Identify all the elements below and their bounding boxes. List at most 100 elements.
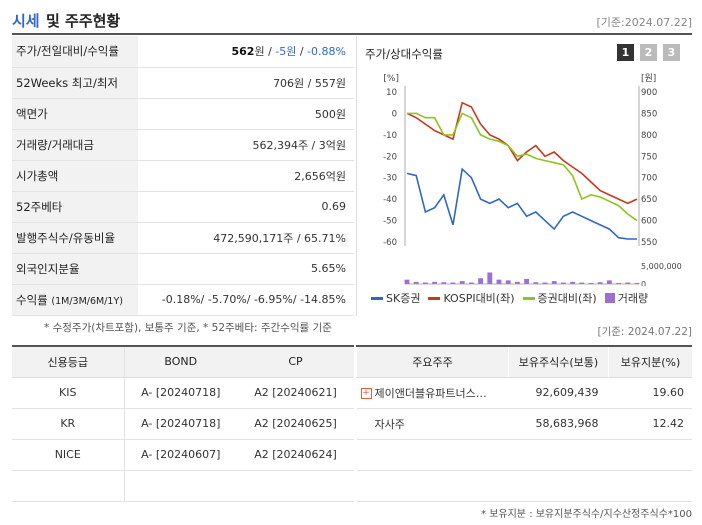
bond-cell: A- [20240718] bbox=[124, 408, 238, 440]
agency-cell: NICE bbox=[12, 439, 125, 471]
table-row bbox=[12, 470, 354, 502]
shares-value: 472,590,171주 / 65.71% bbox=[138, 222, 354, 254]
beta-value: 0.69 bbox=[138, 191, 354, 223]
shares-cell: 58,683,968 bbox=[508, 408, 609, 440]
table-row: 외국인지분율 5.65% bbox=[12, 253, 354, 285]
volume-bar bbox=[514, 281, 520, 284]
bond-cell: A- [20240718] bbox=[124, 377, 238, 409]
cp-cell: A2 [20240625] bbox=[237, 408, 354, 440]
chart-tab-3[interactable]: 3 bbox=[663, 44, 680, 61]
agency-cell: KR bbox=[12, 408, 125, 440]
holder-name-link[interactable]: 제이앤더블유파트너스… bbox=[374, 386, 487, 400]
right-tick-label: 900 bbox=[641, 88, 657, 98]
beta-label: 52주베타 bbox=[12, 191, 138, 223]
volume-bar bbox=[616, 282, 622, 284]
volume-label: 거래량/거래대금 bbox=[12, 129, 138, 161]
volume-bar bbox=[450, 282, 456, 284]
chart-tab-2[interactable]: 2 bbox=[640, 44, 657, 61]
holder-name: 자사주 bbox=[356, 408, 509, 440]
volume-bar bbox=[542, 282, 548, 284]
legend-item-sector[interactable]: 증권대비(좌) bbox=[522, 290, 597, 306]
left-tick-label: -50 bbox=[383, 217, 397, 227]
table-row: 발행주식수/유동비율 472,590,171주 / 65.71% bbox=[12, 222, 354, 254]
volume-bar bbox=[588, 282, 594, 284]
left-tick-label: 10 bbox=[386, 88, 397, 98]
empty-cell bbox=[356, 470, 509, 502]
left-tick-label: 0 bbox=[392, 109, 397, 119]
volume-bar bbox=[551, 281, 557, 284]
chart-legend: SK증권 KOSPI대비(좌) 증권대비(좌) 거래량 bbox=[371, 290, 648, 306]
right-axis-unit: [원] bbox=[641, 73, 656, 84]
ratio-cell: 12.42 bbox=[608, 408, 692, 440]
volume-bar bbox=[459, 281, 465, 284]
reference-date: [기준:2024.07.22] bbox=[596, 16, 692, 29]
volume-bar bbox=[560, 282, 566, 284]
volume-bar bbox=[413, 281, 419, 284]
table-header-row: 주요주주 보유주식수(보통) 보유지분(%) bbox=[356, 346, 692, 378]
panel-divider bbox=[356, 36, 357, 316]
chart-title: 주가/상대수익률 bbox=[365, 47, 443, 61]
col-header: 신용등급 bbox=[12, 346, 125, 378]
col-header: 보유주식수(보통) bbox=[508, 346, 609, 378]
table-row: 52Weeks 최고/최저 706원 / 557원 bbox=[12, 67, 354, 99]
volume-tick-label: 5,000,000 bbox=[641, 262, 682, 271]
foreign-value: 5.65% bbox=[138, 253, 354, 285]
cp-cell: A2 [20240621] bbox=[237, 377, 354, 409]
bond-cell: A- [20240607] bbox=[124, 439, 238, 471]
returns-label: 수익률 (1M/3M/6M/1Y) bbox=[12, 284, 138, 316]
table-row: 거래량/거래대금 562,394주 / 3억원 bbox=[12, 129, 354, 161]
credit-rating-table: 신용등급 BOND CP KIS A- [20240718] A2 [20240… bbox=[12, 345, 354, 502]
w52-value: 706원 / 557원 bbox=[138, 67, 354, 99]
legend-item-price[interactable]: SK증권 bbox=[371, 290, 420, 306]
table-row: 주가/전일대비/수익률 562원 / -5원 / -0.88% bbox=[12, 36, 354, 68]
table-row: 시가총액 2,656억원 bbox=[12, 160, 354, 192]
legend-item-kospi[interactable]: KOSPI대비(좌) bbox=[428, 290, 515, 306]
legend-item-volume[interactable]: 거래량 bbox=[604, 290, 648, 306]
volume-tick-label: 0 bbox=[641, 280, 646, 286]
empty-cell bbox=[356, 439, 509, 471]
w52-label: 52Weeks 최고/최저 bbox=[12, 67, 138, 99]
table-row bbox=[356, 439, 692, 471]
volume-bar bbox=[404, 279, 410, 284]
volume-bar bbox=[579, 282, 585, 284]
col-header: CP bbox=[237, 346, 354, 378]
right-tick-label: 600 bbox=[641, 217, 657, 227]
volume-bar bbox=[487, 272, 493, 284]
chart-tab-1[interactable]: 1 bbox=[617, 44, 634, 61]
col-header: 주요주주 bbox=[356, 346, 509, 378]
volume-bar bbox=[634, 282, 640, 284]
col-header: 보유지분(%) bbox=[608, 346, 692, 378]
section-title-sub: 및 주주현황 bbox=[46, 12, 121, 30]
right-tick-label: 550 bbox=[641, 238, 657, 248]
volume-value: 562,394주 / 3억원 bbox=[138, 129, 354, 161]
volume-bar bbox=[597, 282, 603, 284]
table-row: NICE A- [20240607] A2 [20240624] bbox=[12, 439, 354, 471]
left-axis-unit: [%] bbox=[383, 74, 399, 84]
table-row: KR A- [20240718] A2 [20240625] bbox=[12, 408, 354, 440]
right-tick-label: 800 bbox=[641, 131, 657, 141]
right-tick-label: 750 bbox=[641, 152, 657, 162]
volume-bar bbox=[533, 282, 539, 284]
table-row: KIS A- [20240718] A2 [20240621] bbox=[12, 377, 354, 409]
expand-icon[interactable]: + bbox=[360, 388, 372, 399]
reference-date-2: [기준: 2024.07.22] bbox=[597, 326, 692, 338]
left-tick-label: -20 bbox=[383, 152, 397, 162]
price-value: 562원 / -5원 / -0.88% bbox=[138, 36, 354, 68]
holder-name: + 제이앤더블유파트너스… bbox=[356, 377, 509, 409]
volume-bar bbox=[505, 280, 511, 284]
returns-value: -0.18%/ -5.70%/ -6.95%/ -14.85% bbox=[138, 284, 354, 316]
right-tick-label: 850 bbox=[641, 109, 657, 119]
volume-bar bbox=[441, 282, 447, 284]
chart-tabs: 1 2 3 bbox=[617, 44, 680, 61]
volume-bar bbox=[478, 278, 484, 284]
par-value: 500원 bbox=[138, 98, 354, 130]
price-chart: [%] [원] 10 0 -10 -20 -30 -40 -50 -60 900 850 800 750 7… bbox=[383, 73, 682, 286]
left-tick-label: -30 bbox=[383, 174, 397, 184]
table-row: 액면가 500원 bbox=[12, 98, 354, 130]
table-row: 수익률 (1M/3M/6M/1Y) -0.18%/ -5.70%/ -6.95%… bbox=[12, 284, 354, 316]
holders-note: * 보유지분 : 보유지분주식수/지수산정주식수*100 bbox=[481, 509, 692, 520]
volume-bar bbox=[496, 279, 502, 284]
volume-bar bbox=[606, 280, 612, 284]
price-note: * 수정주가(차트포함), 보통주 기준, * 52주베타: 주간수익률 기준 bbox=[44, 322, 332, 334]
ratio-cell: 19.60 bbox=[608, 377, 692, 409]
